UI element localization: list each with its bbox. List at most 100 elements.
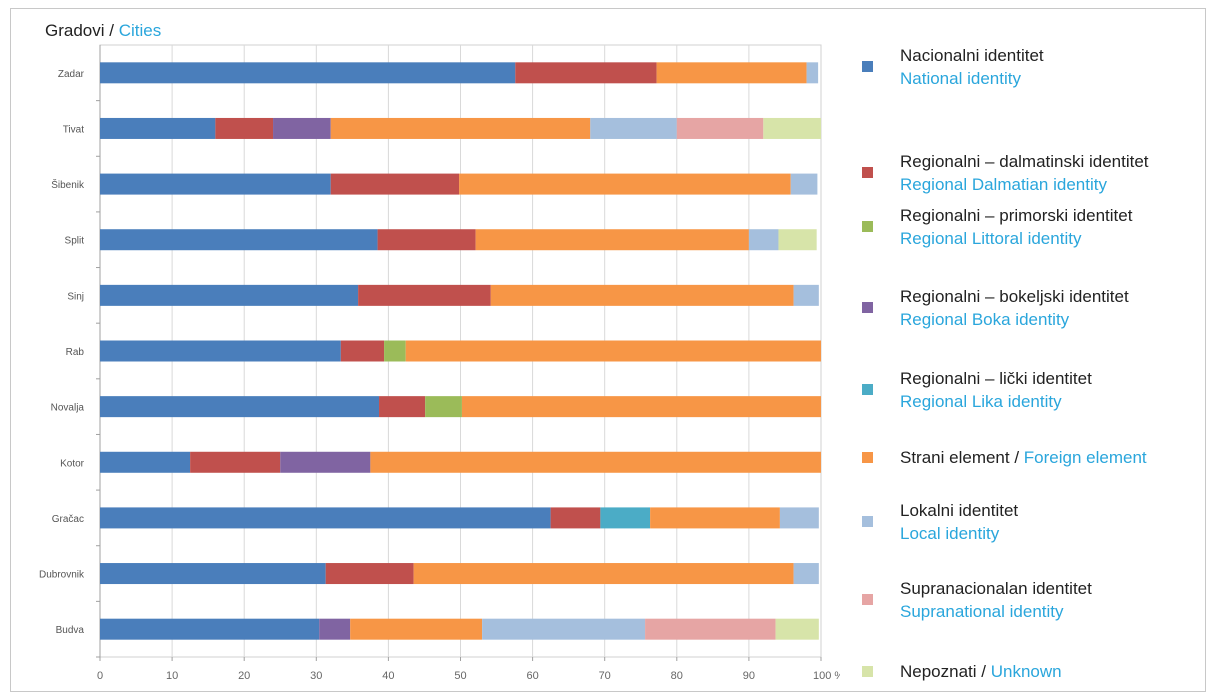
bar-segment xyxy=(377,229,476,251)
bar-segment xyxy=(600,507,651,529)
legend-label-en: Supranational identity xyxy=(900,602,1064,621)
bar-segment xyxy=(330,173,460,195)
legend-label: Supranacionalan identitet Supranational i… xyxy=(900,577,1092,623)
category-label: Novalja xyxy=(51,403,85,414)
legend-swatch xyxy=(862,516,873,527)
bar-segment xyxy=(100,507,551,529)
bar-segment xyxy=(319,618,351,640)
legend-label-hr: Regionalni – lički identitet xyxy=(900,369,1092,388)
x-tick-label: 90 xyxy=(743,670,755,682)
bar-segment xyxy=(475,229,749,251)
chart-title: Gradovi / Cities xyxy=(45,21,161,41)
bar-segment xyxy=(340,340,385,362)
bar-segment xyxy=(490,284,794,306)
bar-segment xyxy=(100,618,320,640)
legend-swatch xyxy=(862,594,873,605)
legend-label-en: Regional Lika identity xyxy=(900,392,1062,411)
bar-segment xyxy=(100,62,516,84)
bar-segment xyxy=(779,507,819,529)
legend-label-en: Local identity xyxy=(900,524,1000,543)
stacked-bar-chart: 0 10 20 30 40 50 60 70 80 90 100 % Zadar Tivat Šibeni… xyxy=(39,44,840,682)
bar-segment xyxy=(330,117,591,139)
chart-legend: Nacionalni identitet National identity Reg… xyxy=(862,0,1208,693)
legend-label: Regionalni – dalmatinski identitet Region… xyxy=(900,150,1149,196)
x-tick-label: 70 xyxy=(599,670,611,682)
x-tick-label: 50 xyxy=(454,670,466,682)
legend-label-hr: Nacionalni identitet xyxy=(900,46,1044,65)
x-tick-label: 40 xyxy=(382,670,394,682)
bar-segment xyxy=(190,451,281,473)
bar-segment xyxy=(215,117,274,139)
bar-segment xyxy=(763,117,821,139)
bar-segment xyxy=(405,340,821,362)
category-label: Rab xyxy=(66,347,85,358)
legend-swatch xyxy=(862,221,873,232)
bar-segment xyxy=(379,396,426,418)
legend-label-hr: Strani element xyxy=(900,448,1010,467)
legend-label-hr: Lokalni identitet xyxy=(900,501,1019,520)
bar-segment xyxy=(100,117,216,139)
bar-segment xyxy=(384,340,406,362)
chart-title-hr: Gradovi / xyxy=(45,21,119,40)
legend-separator: / xyxy=(976,662,991,681)
legend-label-en: National identity xyxy=(900,69,1021,88)
bar-segment xyxy=(806,62,819,84)
legend-label-hr: Supranacionalan identitet xyxy=(900,579,1092,598)
category-label: Sinj xyxy=(67,291,84,302)
bar-segment xyxy=(793,284,819,306)
legend-swatch xyxy=(862,452,873,463)
bar-segment xyxy=(100,451,191,473)
x-tick-label: 30 xyxy=(310,670,322,682)
legend-swatch xyxy=(862,384,873,395)
bar-segment xyxy=(645,618,776,640)
bar-segment xyxy=(748,229,779,251)
legend-swatch xyxy=(862,302,873,313)
bar-segment xyxy=(676,117,764,139)
x-tick-label: 10 xyxy=(166,670,178,682)
legend-swatch xyxy=(862,666,873,677)
x-tick-label: 80 xyxy=(671,670,683,682)
legend-label: Strani element / Foreign element xyxy=(900,446,1147,469)
legend-label-hr: Nepoznati xyxy=(900,662,977,681)
bar-segment xyxy=(100,229,378,251)
legend-label: Regionalni – primorski identitet Regional… xyxy=(900,204,1132,250)
bar-segment xyxy=(775,618,819,640)
bar-segment xyxy=(650,507,780,529)
legend-label: Regionalni – lički identitet Regional Lik… xyxy=(900,367,1092,413)
legend-label: Lokalni identitet Local identity xyxy=(900,499,1018,545)
legend-label-en: Unknown xyxy=(990,662,1062,681)
bar-segment xyxy=(590,117,677,139)
category-label: Budva xyxy=(56,625,85,636)
legend-label-en: Foreign element xyxy=(1023,448,1147,467)
category-label: Tivat xyxy=(63,124,85,135)
x-tick-label: 60 xyxy=(526,670,538,682)
chart-title-en: Cities xyxy=(118,21,162,40)
bar-segment xyxy=(100,396,380,418)
x-tick-label: 20 xyxy=(238,670,250,682)
bar-segment xyxy=(459,173,791,195)
legend-label-en: Regional Boka identity xyxy=(900,310,1070,329)
legend-label: Nacionalni identitet National identity xyxy=(900,44,1044,90)
bar-segment xyxy=(793,563,819,585)
bar-segment xyxy=(778,229,817,251)
category-label: Šibenik xyxy=(51,178,85,191)
legend-swatch xyxy=(862,61,873,72)
bar-segment xyxy=(100,563,326,585)
bar-segment xyxy=(370,451,821,473)
legend-label-en: Regional Littoral identity xyxy=(900,229,1082,248)
legend-swatch xyxy=(862,167,873,178)
bar-segment xyxy=(413,563,794,585)
category-label: Split xyxy=(65,236,85,247)
bar-segment xyxy=(325,563,414,585)
x-tick-label: 0 xyxy=(97,670,103,682)
category-label: Zadar xyxy=(58,69,85,80)
legend-label-hr: Regionalni – dalmatinski identitet xyxy=(900,152,1149,171)
bar-segment xyxy=(358,284,491,306)
bar-segment xyxy=(425,396,462,418)
bar-segment xyxy=(550,507,601,529)
legend-separator: / xyxy=(1009,448,1024,467)
category-label: Dubrovnik xyxy=(39,570,85,581)
bar-segment xyxy=(100,284,359,306)
legend-label-hr: Regionalni – bokeljski identitet xyxy=(900,287,1129,306)
bar-segment xyxy=(100,340,341,362)
